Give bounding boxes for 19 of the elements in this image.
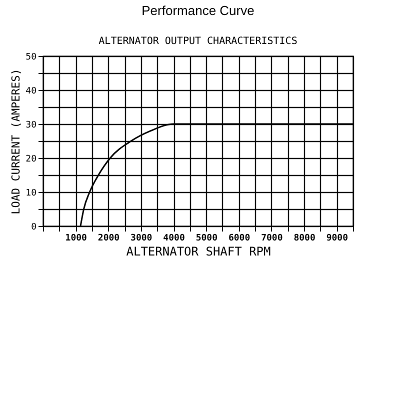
y-tick-label: 20 xyxy=(26,154,36,164)
chart-title: Performance Curve xyxy=(142,3,254,18)
y-tick-label: 10 xyxy=(26,188,36,198)
x-tick-label: 9000 xyxy=(326,234,348,244)
x-tick-label: 8000 xyxy=(294,234,316,244)
x-axis-title: ALTERNATOR SHAFT RPM xyxy=(126,244,271,258)
chart-subtitle: ALTERNATOR OUTPUT CHARACTERISTICS xyxy=(98,36,298,47)
x-tick-label: 1000 xyxy=(65,234,87,244)
y-tick-label: 40 xyxy=(26,86,36,96)
y-tick-label: 0 xyxy=(31,222,36,232)
y-tick-label: 30 xyxy=(26,120,36,130)
x-tick-label: 2000 xyxy=(98,234,120,244)
x-tick-label: 6000 xyxy=(228,234,250,244)
x-tick-label: 7000 xyxy=(261,234,283,244)
x-tick-label: 4000 xyxy=(163,234,185,244)
x-tick-label: 3000 xyxy=(130,234,152,244)
y-axis-title: LOAD CURRENT (AMPERES) xyxy=(10,68,23,214)
y-tick-label: 50 xyxy=(26,52,36,62)
x-tick-label: 5000 xyxy=(196,234,218,244)
